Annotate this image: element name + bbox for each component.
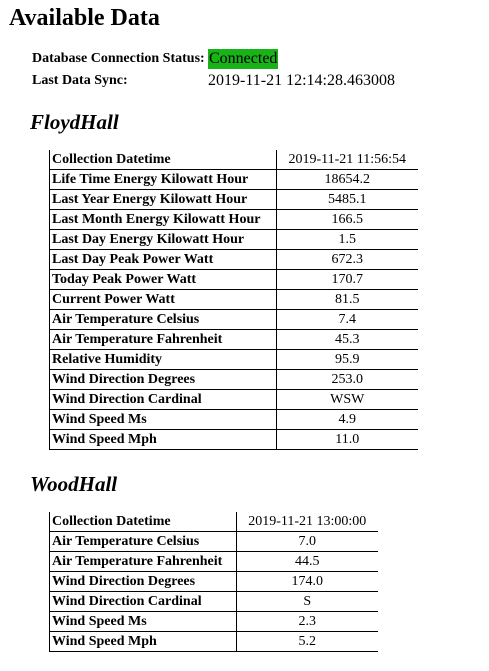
section-title-floydhall: FloydHall: [30, 110, 119, 134]
row-key: Wind Direction Cardinal: [49, 389, 277, 410]
row-key: Current Power Watt: [49, 289, 277, 310]
row-key: Air Temperature Celsius: [49, 309, 277, 330]
table-row: Current Power Watt 81.5: [49, 289, 418, 310]
last-sync-label: Last Data Sync:: [32, 73, 128, 88]
table-row: Life Time Energy Kilowatt Hour 18654.2: [49, 169, 418, 190]
table-row: Relative Humidity 95.9: [49, 349, 418, 370]
row-value: 170.7: [276, 269, 418, 290]
table-row: Air Temperature Celsius 7.4: [49, 309, 418, 330]
table-row: Air Temperature Fahrenheit 45.3: [49, 329, 418, 350]
row-value: 166.5: [276, 209, 418, 230]
row-value: 45.3: [276, 329, 418, 350]
floydhall-data-table: Collection Datetime 2019-11-21 11:56:54 Li…: [49, 150, 418, 450]
row-value: 81.5: [276, 289, 418, 310]
row-key: Relative Humidity: [49, 349, 277, 370]
row-key: Life Time Energy Kilowatt Hour: [49, 169, 277, 190]
row-key: Wind Direction Degrees: [49, 571, 237, 592]
table-row: Wind Speed Mph 5.2: [49, 631, 378, 652]
table-row: Today Peak Power Watt 170.7: [49, 269, 418, 290]
row-key: Last Year Energy Kilowatt Hour: [49, 189, 277, 210]
row-value: 2019-11-21 11:56:54: [276, 150, 418, 170]
woodhall-data-table: Collection Datetime 2019-11-21 13:00:00 Ai…: [49, 512, 378, 652]
table-row: Wind Speed Ms 4.9: [49, 409, 418, 430]
table-row: Wind Direction Cardinal S: [49, 591, 378, 612]
row-value: 2019-11-21 13:00:00: [236, 512, 378, 532]
row-key: Wind Direction Degrees: [49, 369, 277, 390]
row-key: Air Temperature Celsius: [49, 531, 237, 552]
row-key: Air Temperature Fahrenheit: [49, 329, 277, 350]
connection-status-row: Database Connection Status: Connected: [32, 48, 279, 70]
row-value: 7.0: [236, 531, 378, 552]
row-key: Collection Datetime: [49, 150, 277, 170]
row-key: Wind Speed Ms: [49, 611, 237, 632]
table-row: Last Year Energy Kilowatt Hour 5485.1: [49, 189, 418, 210]
row-key: Last Day Energy Kilowatt Hour: [49, 229, 277, 250]
table-row: Wind Direction Cardinal WSW: [49, 389, 418, 410]
row-value: 1.5: [276, 229, 418, 250]
table-row: Wind Direction Degrees 253.0: [49, 369, 418, 390]
row-value: 7.4: [276, 309, 418, 330]
row-value: S: [236, 591, 378, 612]
row-value: 95.9: [276, 349, 418, 370]
row-value: 44.5: [236, 551, 378, 572]
last-sync-row: Last Data Sync: 2019-11-21 12:14:28.4630…: [32, 70, 395, 92]
row-key: Last Month Energy Kilowatt Hour: [49, 209, 277, 230]
row-key: Wind Speed Mph: [49, 429, 277, 450]
row-value: 2.3: [236, 611, 378, 632]
row-key: Today Peak Power Watt: [49, 269, 277, 290]
row-value: 672.3: [276, 249, 418, 270]
row-value: 174.0: [236, 571, 378, 592]
row-value: 11.0: [276, 429, 418, 450]
row-value: 253.0: [276, 369, 418, 390]
table-row: Last Day Peak Power Watt 672.3: [49, 249, 418, 270]
table-row: Collection Datetime 2019-11-21 11:56:54: [49, 150, 418, 170]
row-key: Air Temperature Fahrenheit: [49, 551, 237, 572]
row-key: Wind Speed Ms: [49, 409, 277, 430]
table-row: Air Temperature Fahrenheit 44.5: [49, 551, 378, 572]
row-value: 5.2: [236, 631, 378, 652]
connection-status-badge: Connected: [208, 49, 279, 69]
row-key: Wind Speed Mph: [49, 631, 237, 652]
status-block: Database Connection Status: Connected La…: [32, 48, 395, 92]
row-value: 5485.1: [276, 189, 418, 210]
row-key: Collection Datetime: [49, 512, 237, 532]
row-key: Wind Direction Cardinal: [49, 591, 237, 612]
page-title: Available Data: [9, 5, 160, 31]
table-row: Wind Direction Degrees 174.0: [49, 571, 378, 592]
table-row: Last Month Energy Kilowatt Hour 166.5: [49, 209, 418, 230]
row-key: Last Day Peak Power Watt: [49, 249, 277, 270]
row-value: 4.9: [276, 409, 418, 430]
table-row: Last Day Energy Kilowatt Hour 1.5: [49, 229, 418, 250]
section-title-woodhall: WoodHall: [30, 472, 118, 496]
last-sync-value: 2019-11-21 12:14:28.463008: [208, 72, 395, 89]
table-row: Air Temperature Celsius 7.0: [49, 531, 378, 552]
table-row: Wind Speed Ms 2.3: [49, 611, 378, 632]
row-value: 18654.2: [276, 169, 418, 190]
row-value: WSW: [276, 389, 418, 410]
connection-status-label: Database Connection Status:: [32, 51, 205, 66]
table-row: Collection Datetime 2019-11-21 13:00:00: [49, 512, 378, 532]
table-row: Wind Speed Mph 11.0: [49, 429, 418, 450]
